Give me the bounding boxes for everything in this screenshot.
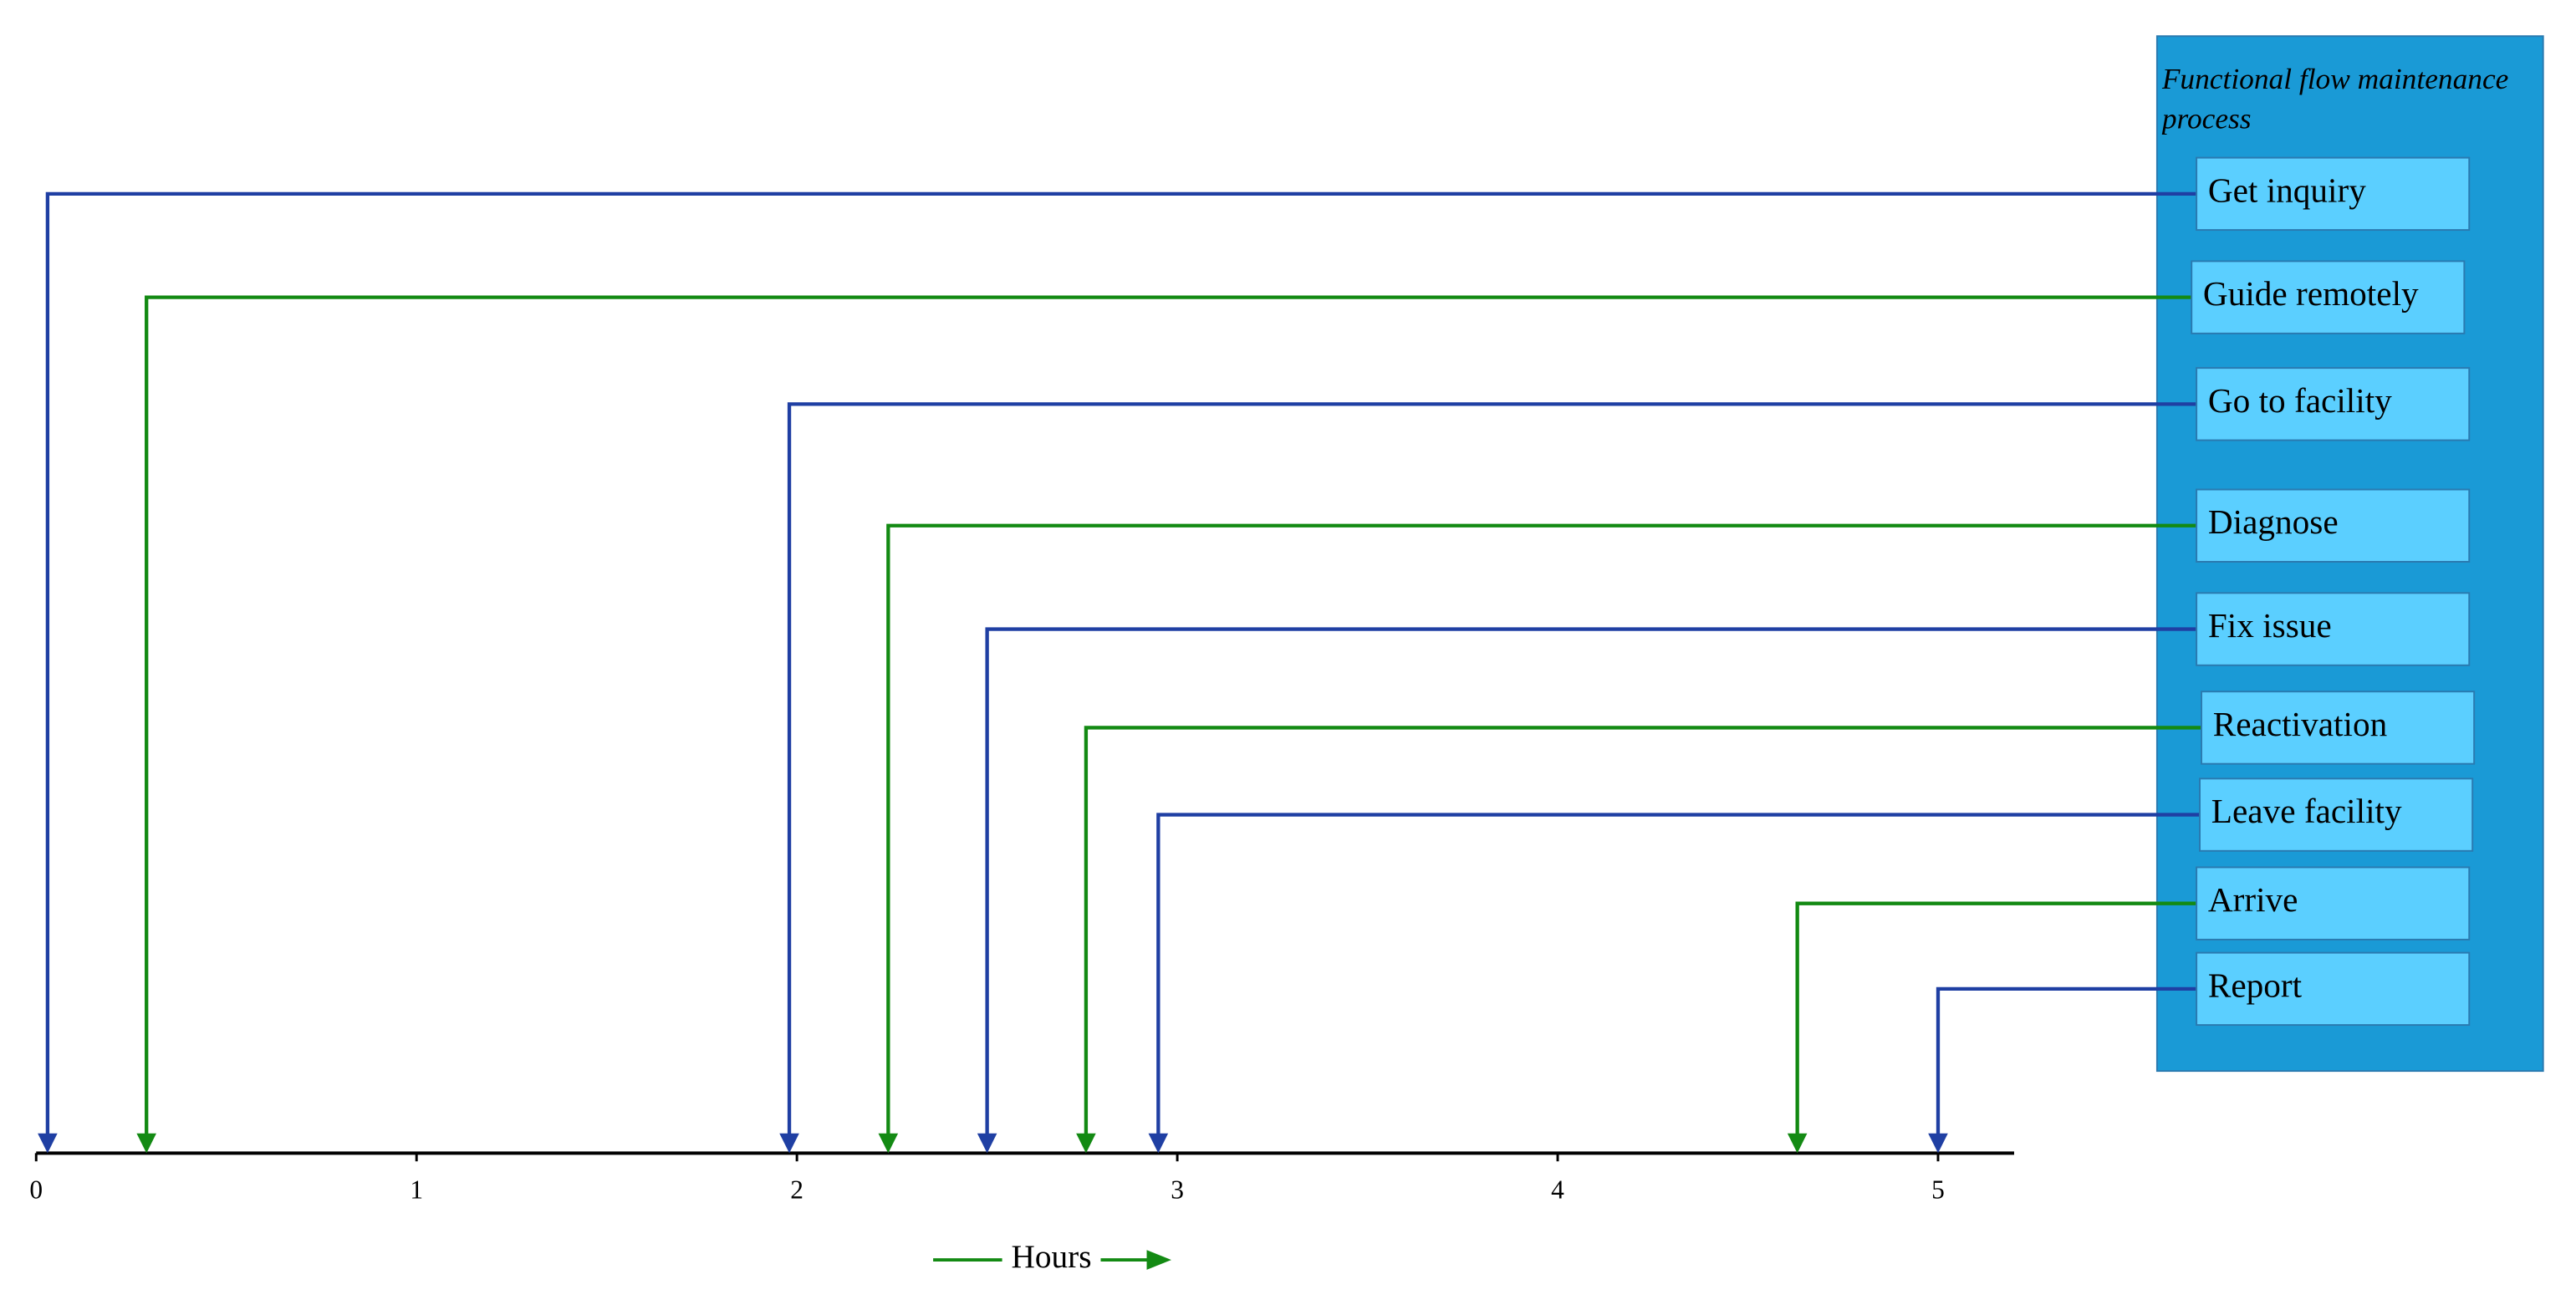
x-tick-label: 5	[1931, 1175, 1945, 1205]
arrowhead	[779, 1133, 799, 1154]
x-axis-label: Hours	[1012, 1239, 1092, 1275]
step-box	[2191, 260, 2466, 334]
step-label: Leave facility	[2211, 792, 2402, 830]
flow-arrow	[985, 627, 2197, 1137]
arrowhead	[1076, 1133, 1096, 1154]
flow-arrow	[145, 295, 2192, 1137]
flow-arrow	[1936, 986, 2197, 1137]
hours-arrowhead	[1146, 1250, 1171, 1270]
arrowhead	[1787, 1133, 1808, 1154]
flow-arrow	[886, 523, 2197, 1137]
step-label: Diagnose	[2208, 502, 2339, 541]
step-box	[2196, 592, 2471, 666]
step-label: Reactivation	[2213, 705, 2387, 743]
step-box	[2196, 488, 2471, 563]
step-box	[2196, 951, 2471, 1027]
step-box	[2196, 367, 2471, 441]
step-label: Arrive	[2208, 880, 2298, 919]
flow-arrow	[1156, 813, 2201, 1137]
step-label: Fix issue	[2208, 606, 2332, 645]
step-box	[2199, 777, 2474, 852]
panel-title: Functional flow maintenance process	[2161, 62, 2509, 135]
x-tick-label: 0	[29, 1175, 43, 1205]
flow-arrow	[1795, 901, 2197, 1137]
panel-title-box: Functional flow maintenance process	[2161, 62, 2509, 135]
arrowhead	[38, 1133, 58, 1154]
step-box	[2200, 691, 2476, 765]
step-label: Go to facility	[2208, 381, 2392, 420]
x-tick-label: 4	[1551, 1175, 1564, 1205]
flow-arrow	[787, 402, 2197, 1137]
step-label: Guide remotely	[2203, 274, 2419, 313]
step-box	[2196, 866, 2471, 940]
x-tick-label: 3	[1171, 1175, 1184, 1205]
flow-arrow	[45, 191, 2197, 1137]
x-tick-label: 2	[790, 1175, 803, 1205]
step-box	[2196, 156, 2471, 232]
arrowhead	[1928, 1133, 1948, 1154]
step-label: Get inquiry	[2208, 171, 2366, 209]
arrowhead	[136, 1133, 156, 1154]
flow-arrow	[1084, 726, 2201, 1137]
arrowhead	[878, 1133, 899, 1154]
step-label: Report	[2208, 966, 2303, 1004]
x-tick-label: 1	[410, 1175, 423, 1205]
arrowhead	[977, 1133, 997, 1154]
arrowhead	[1148, 1133, 1169, 1154]
